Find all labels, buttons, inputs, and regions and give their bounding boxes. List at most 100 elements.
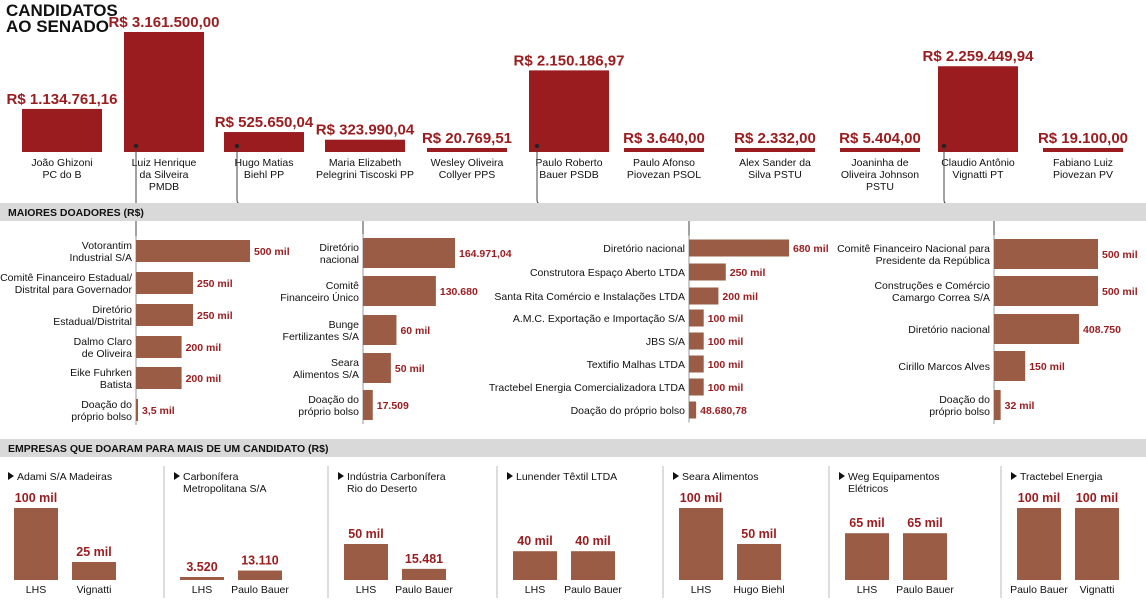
candidate-amount: R$ 525.650,04 — [215, 114, 314, 131]
donor-value: 680 mil — [793, 243, 829, 255]
donor-label: Doação do — [308, 394, 359, 406]
candidate-amount: R$ 5.404,00 — [839, 130, 921, 147]
donor-bar — [689, 332, 704, 350]
donor-bar — [994, 314, 1080, 344]
donor-value: 48.680,78 — [700, 405, 747, 417]
candidate-bar — [624, 148, 704, 152]
candidate-amount: R$ 3.640,00 — [623, 130, 705, 147]
donor-label: Diretório — [319, 242, 359, 254]
donor-value: 150 mil — [1029, 361, 1065, 373]
company-value: 3.520 — [186, 560, 217, 574]
company-category: Paulo Bauer — [896, 584, 954, 596]
donor-bar — [689, 401, 697, 419]
company-value: 100 mil — [15, 491, 57, 505]
donor-label: Tractebel Energia Comercializadora LTDA — [489, 382, 685, 394]
donor-label: Distrital para Governador — [15, 284, 133, 296]
donor-value: 3,5 mil — [142, 405, 175, 417]
company-category: LHS — [356, 584, 376, 596]
donor-value: 250 mil — [197, 310, 233, 322]
candidate-name: Maria Elizabeth — [329, 157, 402, 169]
donor-bar — [689, 287, 719, 305]
candidate-bar — [224, 132, 304, 152]
company-value: 50 mil — [741, 527, 776, 541]
donor-value: 200 mil — [186, 373, 222, 385]
company-bar — [737, 544, 781, 580]
page-title: CANDIDATOS — [6, 1, 118, 20]
candidate-amount: R$ 2.259.449,94 — [923, 48, 1035, 65]
donor-value: 250 mil — [197, 278, 233, 290]
company-name: Indústria Carbonífera — [347, 471, 446, 483]
connector-dot — [133, 143, 139, 149]
donor-value: 100 mil — [708, 359, 744, 371]
donor-bar — [994, 239, 1098, 269]
triangle-icon — [174, 472, 180, 480]
donor-value: 250 mil — [730, 267, 766, 279]
donor-label: Doação do — [81, 399, 132, 411]
donor-label: Santa Rita Comércio e Instalações LTDA — [494, 291, 685, 303]
candidate-name: PC do B — [42, 169, 81, 181]
donor-value: 500 mil — [1102, 249, 1138, 261]
donor-value: 200 mil — [186, 342, 222, 354]
candidate-amount: R$ 3.161.500,00 — [109, 14, 220, 31]
donor-label: Estadual/Distrital — [53, 316, 132, 328]
company-category: Vignatti — [77, 584, 112, 596]
company-name: Metropolitana S/A — [183, 483, 266, 495]
candidate-name: Silva PSTU — [748, 169, 802, 181]
donor-label: Comitê Financeiro Nacional para — [837, 243, 990, 255]
company-category: LHS — [857, 584, 877, 596]
donor-label: Diretório nacional — [908, 324, 990, 336]
company-category: Vignatti — [1080, 584, 1115, 596]
candidate-bar — [1043, 148, 1123, 152]
company-bar — [180, 577, 224, 580]
donor-value: 130.680 — [440, 286, 478, 298]
candidate-bar — [840, 148, 920, 152]
donor-label: Construtora Espaço Aberto LTDA — [530, 267, 685, 279]
donor-label: Diretório nacional — [603, 243, 685, 255]
donor-bar — [994, 351, 1026, 381]
company-category: Paulo Bauer — [231, 584, 289, 596]
company-value: 100 mil — [680, 491, 722, 505]
candidate-name: Claudio Antônio — [941, 157, 1015, 169]
donor-label: Batista — [100, 379, 132, 391]
candidate-amount: R$ 2.150.186,97 — [514, 52, 625, 69]
company-bar — [14, 508, 58, 580]
company-bar — [513, 551, 557, 580]
candidate-name: Fabiano Luiz — [1053, 157, 1113, 169]
company-value: 40 mil — [517, 534, 552, 548]
candidate-name: Paulo Afonso — [633, 157, 695, 169]
donor-bar — [136, 304, 193, 326]
company-value: 65 mil — [907, 516, 942, 530]
companies-band-title: EMPRESAS QUE DOARAM PARA MAIS DE UM CAND… — [8, 443, 328, 455]
triangle-icon — [673, 472, 679, 480]
connector-dot — [534, 143, 540, 149]
donor-value: 500 mil — [254, 246, 290, 258]
company-name: Weg Equipamentos — [848, 471, 939, 483]
candidate-name: Wesley Oliveira — [431, 157, 504, 169]
company-bar — [1017, 508, 1061, 580]
companies-band — [0, 439, 1146, 457]
donor-label: Bunge — [329, 319, 360, 331]
candidate-name: Hugo Matias — [235, 157, 294, 169]
donor-label: Camargo Correa S/A — [892, 292, 990, 304]
company-value: 15.481 — [405, 552, 443, 566]
candidate-name: João Ghizoni — [31, 157, 92, 169]
donor-bar — [994, 276, 1098, 306]
candidate-amount: R$ 19.100,00 — [1038, 130, 1128, 147]
donor-bar — [363, 276, 436, 306]
donors-band-title: MAIORES DOADORES (R$) — [8, 207, 144, 219]
connector-dot — [234, 143, 240, 149]
donor-label: Dalmo Claro — [74, 336, 133, 348]
company-value: 100 mil — [1076, 491, 1118, 505]
donor-label: Financeiro Único — [280, 291, 359, 304]
donor-label: Alimentos S/A — [293, 369, 359, 381]
company-category: LHS — [192, 584, 212, 596]
company-name: Adami S/A Madeiras — [17, 471, 112, 483]
company-bar — [344, 544, 388, 580]
company-value: 40 mil — [575, 534, 610, 548]
donor-value: 100 mil — [708, 336, 744, 348]
company-category: Paulo Bauer — [1010, 584, 1068, 596]
candidate-bar — [22, 108, 102, 152]
candidate-name: Biehl PP — [244, 169, 284, 181]
